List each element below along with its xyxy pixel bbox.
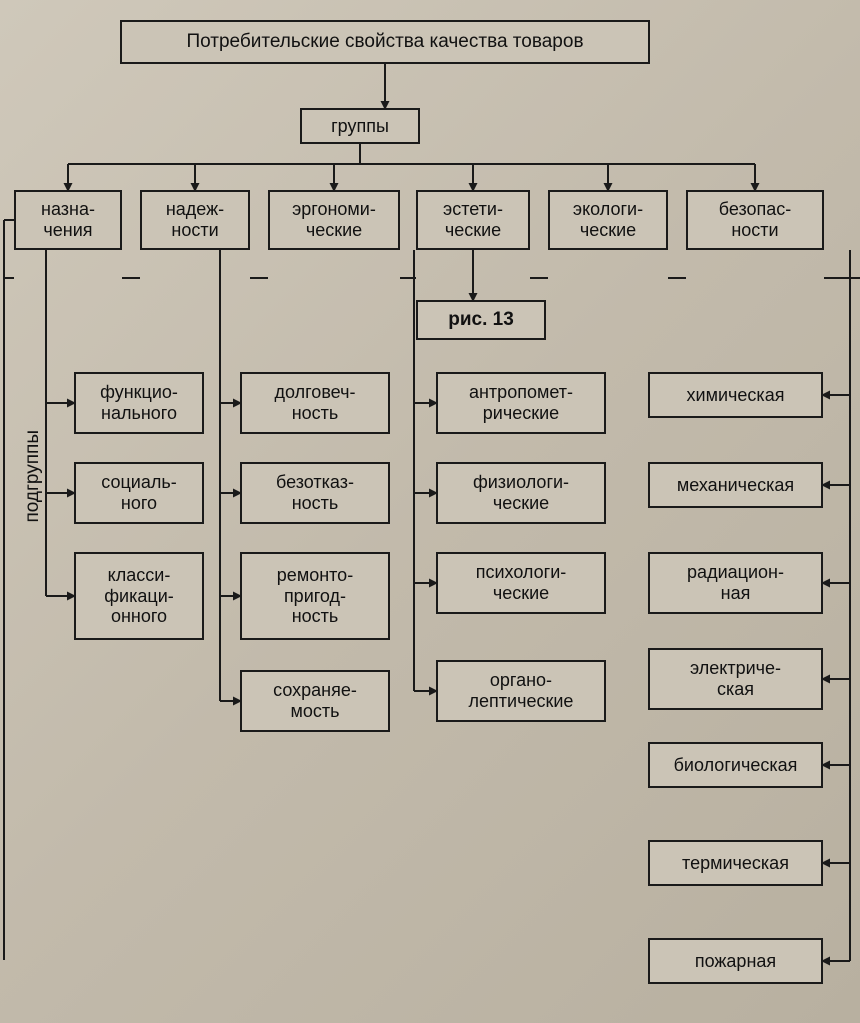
subgroup-vertical-label: подгруппы	[22, 430, 44, 523]
box-a3: класси- фикаци- онного	[74, 552, 204, 640]
box-d4: электриче- ская	[648, 648, 823, 710]
box-a1: функцио- нального	[74, 372, 204, 434]
flowchart-canvas: Потребительские свойства качества товаро…	[0, 0, 860, 1023]
box-g5: экологи- ческие	[548, 190, 668, 250]
box-b3: ремонто- пригод- ность	[240, 552, 390, 640]
box-d7: пожарная	[648, 938, 823, 984]
box-g1: назна- чения	[14, 190, 122, 250]
box-b4: сохраняе- мость	[240, 670, 390, 732]
box-ref: рис. 13	[416, 300, 546, 340]
box-c3: психологи- ческие	[436, 552, 606, 614]
box-c4: органо- лептические	[436, 660, 606, 722]
box-g2: надеж- ности	[140, 190, 250, 250]
box-b1: долговеч- ность	[240, 372, 390, 434]
box-g6: безопас- ности	[686, 190, 824, 250]
box-c1: антропомет- рические	[436, 372, 606, 434]
box-d3: радиацион- ная	[648, 552, 823, 614]
box-d1: химическая	[648, 372, 823, 418]
box-a2: социаль- ного	[74, 462, 204, 524]
box-title: Потребительские свойства качества товаро…	[120, 20, 650, 64]
box-g3: эргономи- ческие	[268, 190, 400, 250]
box-c2: физиологи- ческие	[436, 462, 606, 524]
box-d5: биологическая	[648, 742, 823, 788]
box-g4: эстети- ческие	[416, 190, 530, 250]
box-d2: механическая	[648, 462, 823, 508]
box-groups: группы	[300, 108, 420, 144]
box-b2: безотказ- ность	[240, 462, 390, 524]
box-d6: термическая	[648, 840, 823, 886]
